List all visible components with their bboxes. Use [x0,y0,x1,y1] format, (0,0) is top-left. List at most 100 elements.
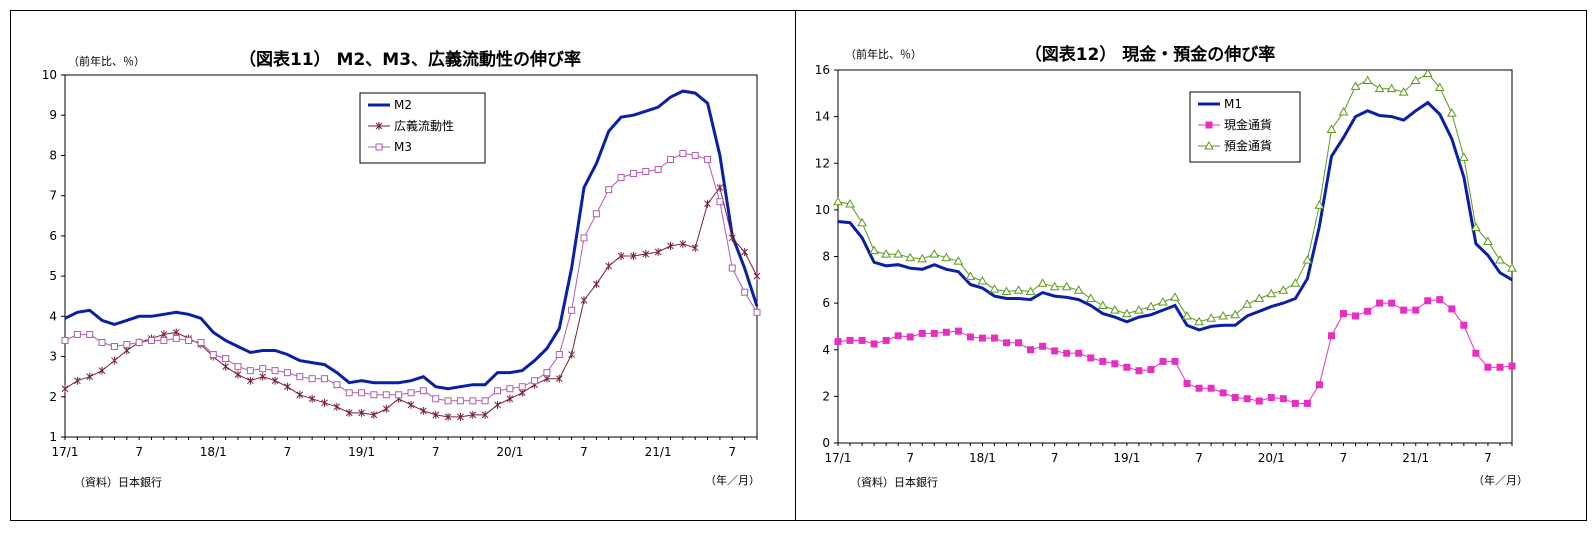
data-point [321,375,328,383]
data-point [858,336,866,344]
data-point [222,362,229,371]
data-point [1109,305,1120,314]
data-point [741,288,749,296]
x-tick-label: 20/1 [1258,451,1285,465]
data-point [1158,296,1168,306]
data-point [1051,347,1059,355]
data-point [531,377,539,385]
data-point [728,264,736,272]
data-point [1027,346,1035,354]
legend-label: 預金通貨 [1224,138,1272,153]
y-tick-label: 0 [822,436,830,450]
data-point [1243,395,1251,403]
data-point [444,412,452,421]
data-point [580,234,588,242]
data-point [989,284,1000,293]
data-point [1386,83,1397,93]
x-unit-label: （年／月） [705,473,760,487]
data-point [110,343,118,350]
data-point [893,249,904,258]
data-point [977,275,988,285]
x-tick-label: 21/1 [645,445,672,459]
data-point [906,333,914,341]
data-point [1315,381,1323,389]
y-tick-label: 8 [822,250,830,264]
data-point [1013,285,1024,294]
data-point [592,210,600,218]
data-point [605,262,613,271]
data-point [1195,384,1203,392]
legend-label: 現金通貨 [1224,117,1272,132]
data-point [1097,300,1108,309]
data-point [1302,254,1313,264]
data-point [432,395,440,403]
data-point [1398,87,1409,96]
data-point [457,412,464,421]
data-point [1219,389,1227,397]
data-point [1458,152,1469,161]
y-tick-label: 10 [815,203,830,217]
data-point [1255,397,1263,405]
data-point [1448,305,1456,313]
data-point [271,376,279,385]
data-point [395,391,403,399]
x-tick-label: 17/1 [52,445,79,459]
data-point [234,370,242,379]
data-point [1422,68,1433,77]
data-point [580,296,588,305]
data-point [1376,299,1384,307]
data-point [728,233,736,242]
data-point [296,373,304,381]
data-point [432,410,440,419]
data-point [1025,286,1036,295]
data-point [1135,367,1143,375]
data-point [1242,299,1253,308]
series-1 [837,100,1513,332]
data-point [691,243,699,252]
y-tick-label: 2 [822,389,830,403]
data-point [965,271,976,280]
data-point [1182,310,1192,320]
data-point [1206,313,1216,322]
chart-title: （図表12） 現金・預金の伸び率 [1025,44,1276,65]
data-point [1134,305,1144,314]
data-point [1039,342,1047,350]
data-point [506,385,514,393]
data-point [1472,349,1480,357]
series-line [64,89,759,391]
data-point [1362,75,1373,84]
data-point [834,338,842,346]
data-point [642,249,650,258]
data-point [753,308,761,316]
data-point [1412,306,1420,314]
data-point [1496,363,1504,371]
data-point [1171,357,1179,365]
legend-marker [375,122,383,130]
data-point [555,374,563,383]
data-point [259,365,267,373]
data-point [1073,285,1084,294]
data-point [370,410,378,419]
data-point [370,391,378,399]
data-point [123,340,131,348]
data-point [1087,354,1095,362]
legend-label: M3 [394,140,412,154]
data-point [1085,293,1096,302]
data-point [1015,339,1023,347]
data-point [1483,236,1493,245]
data-point [1123,363,1131,371]
y-tick-label: 10 [42,68,57,82]
data-point [1424,297,1432,305]
data-point [568,306,576,314]
data-point [271,367,279,375]
data-point [1194,316,1204,326]
x-tick-label: 7 [906,451,914,465]
data-point [420,406,427,415]
data-point [1350,81,1361,90]
y-tick-label: 3 [49,350,57,364]
y-tick-label: 5 [49,269,57,283]
data-point [1314,200,1325,209]
data-point [869,245,879,255]
